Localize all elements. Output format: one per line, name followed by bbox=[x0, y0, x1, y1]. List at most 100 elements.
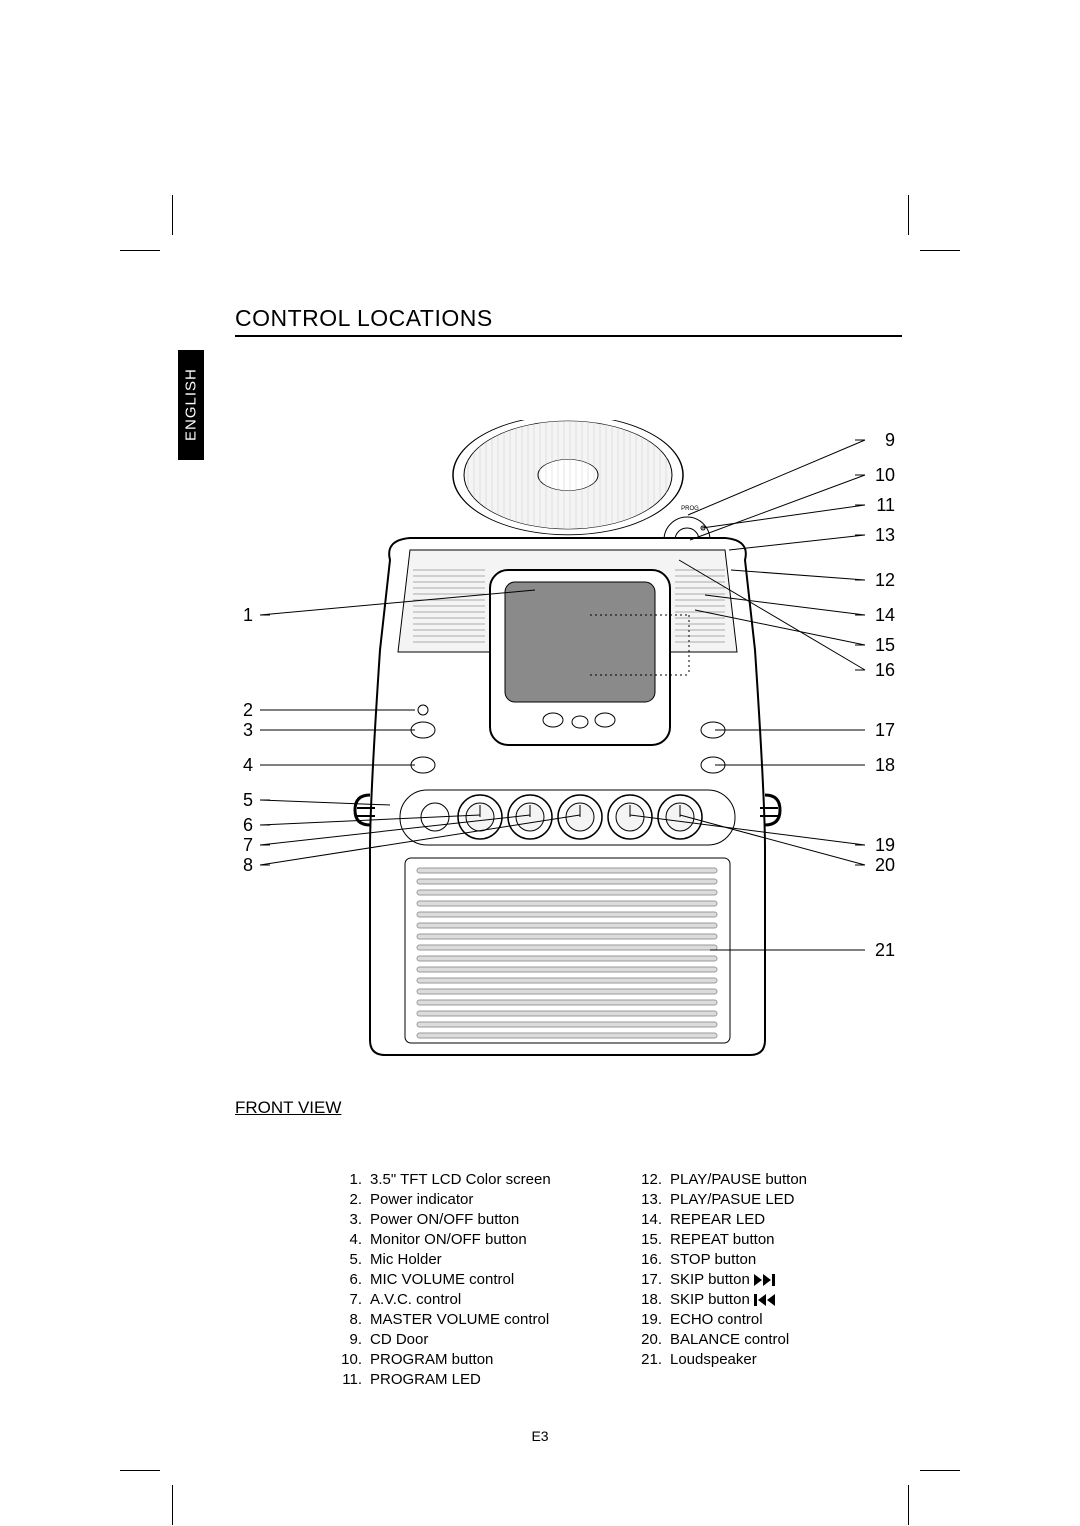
legend-text: BALANCE control bbox=[670, 1330, 900, 1350]
legend-item: 12.PLAY/PAUSE button bbox=[640, 1170, 900, 1190]
legend-text: REPEAT button bbox=[670, 1230, 900, 1250]
legend-item: 6.MIC VOLUME control bbox=[340, 1270, 640, 1290]
callout-number: 11 bbox=[876, 495, 895, 515]
legend-text: MIC VOLUME control bbox=[370, 1270, 640, 1290]
legend-number: 20. bbox=[640, 1330, 670, 1350]
legend-text: Monitor ON/OFF button bbox=[370, 1230, 640, 1250]
skip-next-icon bbox=[754, 1274, 778, 1286]
legend-text: SKIP button bbox=[670, 1290, 900, 1310]
front-view-diagram: PROGREPEAT123456789101113121415161718192… bbox=[235, 420, 902, 1060]
legend-item: 9.CD Door bbox=[340, 1330, 640, 1350]
crop-mark bbox=[908, 195, 909, 235]
legend-number: 6. bbox=[340, 1270, 370, 1290]
legend-item: 16.STOP button bbox=[640, 1250, 900, 1270]
legend-item: 10.PROGRAM button bbox=[340, 1350, 640, 1370]
legend-text: PROGRAM LED bbox=[370, 1370, 640, 1390]
legend-number: 14. bbox=[640, 1210, 670, 1230]
legend-number: 4. bbox=[340, 1230, 370, 1250]
callout-number: 1 bbox=[243, 605, 253, 625]
legend-text: Power ON/OFF button bbox=[370, 1210, 640, 1230]
callout-number: 5 bbox=[243, 790, 253, 810]
callout-number: 10 bbox=[875, 465, 895, 485]
legend-text: PLAY/PASUE LED bbox=[670, 1190, 900, 1210]
legend-number: 19. bbox=[640, 1310, 670, 1330]
device-illustration: PROGREPEAT123456789101113121415161718192… bbox=[235, 420, 902, 1060]
legend-item: 20.BALANCE control bbox=[640, 1330, 900, 1350]
callout-number: 6 bbox=[243, 815, 253, 835]
legend-item: 7.A.V.C. control bbox=[340, 1290, 640, 1310]
legend-number: 10. bbox=[340, 1350, 370, 1370]
crop-mark bbox=[908, 1485, 909, 1525]
manual-page: ENGLISH CONTROL LOCATIONS PROGREPEAT1234… bbox=[0, 0, 1080, 1526]
legend-item: 18.SKIP button bbox=[640, 1290, 900, 1310]
legend-number: 18. bbox=[640, 1290, 670, 1310]
legend-item: 4.Monitor ON/OFF button bbox=[340, 1230, 640, 1250]
callout-number: 7 bbox=[243, 835, 253, 855]
legend-text: CD Door bbox=[370, 1330, 640, 1350]
view-label: FRONT VIEW bbox=[235, 1098, 341, 1118]
legend-number: 8. bbox=[340, 1310, 370, 1330]
legend-item: 15.REPEAT button bbox=[640, 1230, 900, 1250]
legend-text: SKIP button bbox=[670, 1270, 900, 1290]
legend-item: 1.3.5" TFT LCD Color screen bbox=[340, 1170, 640, 1190]
legend-number: 13. bbox=[640, 1190, 670, 1210]
legend-text: Loudspeaker bbox=[670, 1350, 900, 1370]
callout-number: 9 bbox=[885, 430, 895, 450]
skip-prev-icon bbox=[754, 1294, 778, 1306]
crop-mark bbox=[172, 195, 173, 235]
legend-item: 3.Power ON/OFF button bbox=[340, 1210, 640, 1230]
callout-number: 18 bbox=[875, 755, 895, 775]
legend-number: 2. bbox=[340, 1190, 370, 1210]
callout-number: 4 bbox=[243, 755, 253, 775]
crop-mark bbox=[920, 250, 960, 251]
legend-item: 14.REPEAR LED bbox=[640, 1210, 900, 1230]
language-tab: ENGLISH bbox=[178, 350, 204, 460]
legend-number: 3. bbox=[340, 1210, 370, 1230]
callout-number: 20 bbox=[875, 855, 895, 875]
legend-number: 7. bbox=[340, 1290, 370, 1310]
callout-number: 2 bbox=[243, 700, 253, 720]
legend-text: Power indicator bbox=[370, 1190, 640, 1210]
legend-item: 21.Loudspeaker bbox=[640, 1350, 900, 1370]
legend-text: REPEAR LED bbox=[670, 1210, 900, 1230]
legend-number: 16. bbox=[640, 1250, 670, 1270]
legend-text: STOP button bbox=[670, 1250, 900, 1270]
legend-item: 11.PROGRAM LED bbox=[340, 1370, 640, 1390]
legend-number: 5. bbox=[340, 1250, 370, 1270]
legend-item: 2.Power indicator bbox=[340, 1190, 640, 1210]
heading-rule bbox=[235, 335, 902, 337]
legend-item: 8.MASTER VOLUME control bbox=[340, 1310, 640, 1330]
legend-number: 12. bbox=[640, 1170, 670, 1190]
legend-item: 19.ECHO control bbox=[640, 1310, 900, 1330]
legend-text: MASTER VOLUME control bbox=[370, 1310, 640, 1330]
legend-text: ECHO control bbox=[670, 1310, 900, 1330]
callout-number: 16 bbox=[875, 660, 895, 680]
legend-item: 13.PLAY/PASUE LED bbox=[640, 1190, 900, 1210]
crop-mark bbox=[120, 1470, 160, 1471]
legend-number: 1. bbox=[340, 1170, 370, 1190]
section-heading: CONTROL LOCATIONS bbox=[235, 305, 493, 332]
legend-item: 17.SKIP button bbox=[640, 1270, 900, 1290]
callout-number: 12 bbox=[875, 570, 895, 590]
callout-number: 13 bbox=[875, 525, 895, 545]
legend-item: 5.Mic Holder bbox=[340, 1250, 640, 1270]
callout-number: 3 bbox=[243, 720, 253, 740]
callout-number: 19 bbox=[875, 835, 895, 855]
callout-number: 8 bbox=[243, 855, 253, 875]
legend-text: PLAY/PAUSE button bbox=[670, 1170, 900, 1190]
callout-number: 15 bbox=[875, 635, 895, 655]
legend-text: PROGRAM button bbox=[370, 1350, 640, 1370]
legend-text: 3.5" TFT LCD Color screen bbox=[370, 1170, 640, 1190]
crop-mark bbox=[172, 1485, 173, 1525]
legend-number: 21. bbox=[640, 1350, 670, 1370]
legend-number: 9. bbox=[340, 1330, 370, 1350]
legend-text: Mic Holder bbox=[370, 1250, 640, 1270]
legend-number: 11. bbox=[340, 1370, 370, 1390]
legend-number: 15. bbox=[640, 1230, 670, 1250]
legend-number: 17. bbox=[640, 1270, 670, 1290]
crop-mark bbox=[120, 250, 160, 251]
legend-text: A.V.C. control bbox=[370, 1290, 640, 1310]
crop-mark bbox=[920, 1470, 960, 1471]
callout-number: 14 bbox=[875, 605, 895, 625]
callout-number: 21 bbox=[875, 940, 895, 960]
